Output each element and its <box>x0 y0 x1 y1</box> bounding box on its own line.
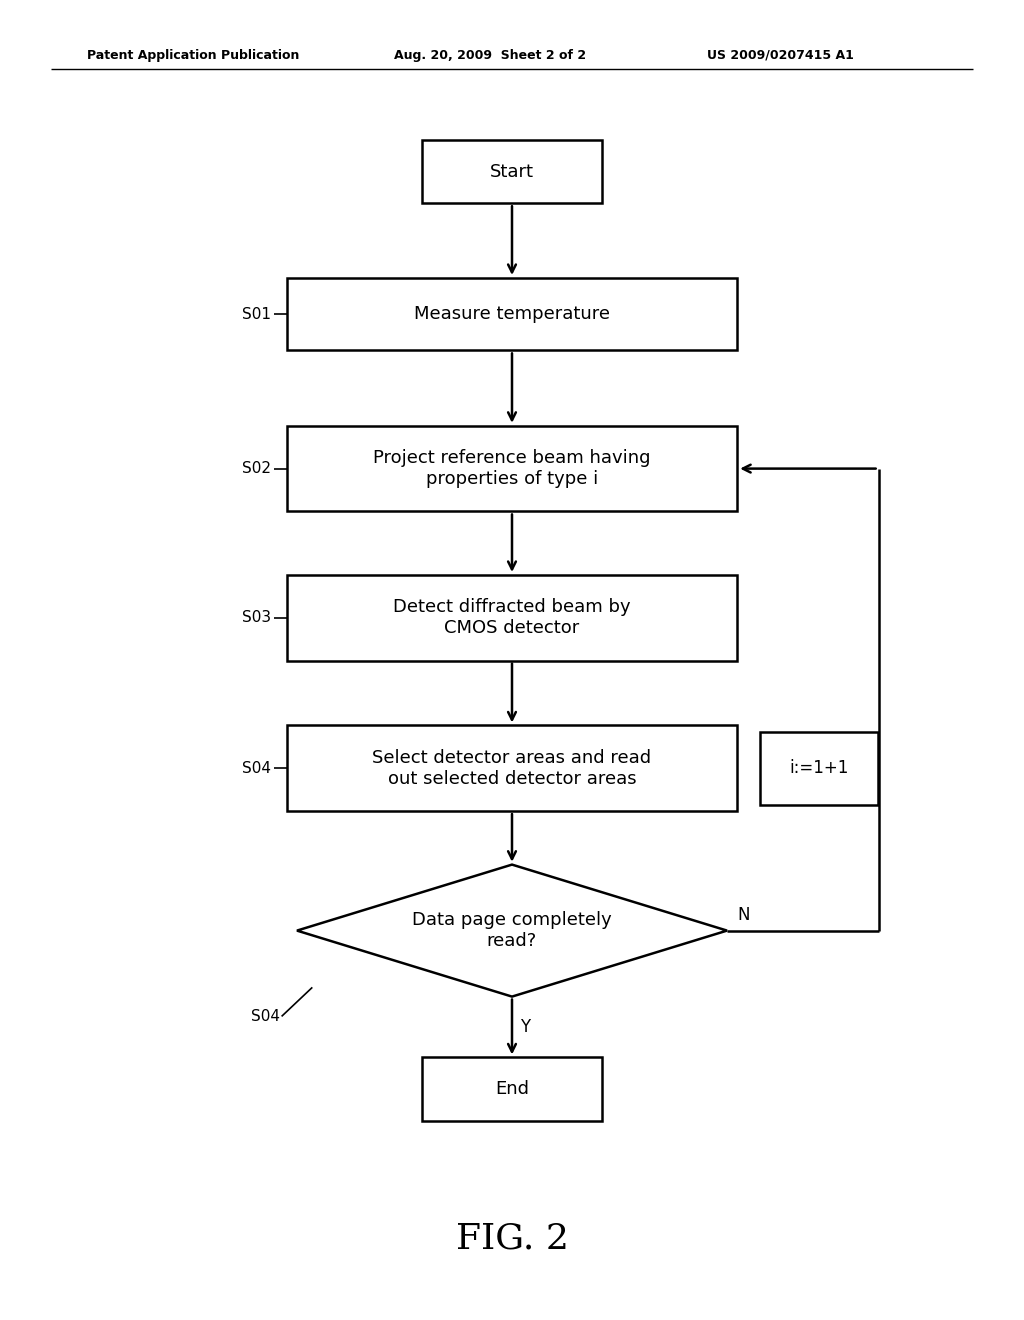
Text: US 2009/0207415 A1: US 2009/0207415 A1 <box>707 49 853 62</box>
Polygon shape <box>297 865 727 997</box>
Text: FIG. 2: FIG. 2 <box>456 1221 568 1255</box>
Text: Project reference beam having
properties of type i: Project reference beam having properties… <box>374 449 650 488</box>
Text: S04: S04 <box>243 760 271 776</box>
Text: Detect diffracted beam by
CMOS detector: Detect diffracted beam by CMOS detector <box>393 598 631 638</box>
Text: End: End <box>495 1080 529 1098</box>
Text: N: N <box>737 906 750 924</box>
Text: Aug. 20, 2009  Sheet 2 of 2: Aug. 20, 2009 Sheet 2 of 2 <box>394 49 587 62</box>
Text: Y: Y <box>520 1018 530 1036</box>
Bar <box>422 140 601 203</box>
Text: S04: S04 <box>251 1008 280 1024</box>
Text: i:=1+1: i:=1+1 <box>790 759 849 777</box>
Text: Patent Application Publication: Patent Application Publication <box>87 49 299 62</box>
Bar <box>760 731 879 805</box>
Text: Start: Start <box>490 162 534 181</box>
Text: S03: S03 <box>243 610 271 626</box>
Bar <box>287 576 737 660</box>
Bar <box>287 425 737 511</box>
Text: S01: S01 <box>243 306 271 322</box>
Text: Select detector areas and read
out selected detector areas: Select detector areas and read out selec… <box>373 748 651 788</box>
Text: Data page completely
read?: Data page completely read? <box>412 911 612 950</box>
Bar <box>287 277 737 350</box>
Bar <box>422 1057 601 1121</box>
Text: S02: S02 <box>243 461 271 477</box>
Text: Measure temperature: Measure temperature <box>414 305 610 323</box>
Bar <box>287 726 737 810</box>
